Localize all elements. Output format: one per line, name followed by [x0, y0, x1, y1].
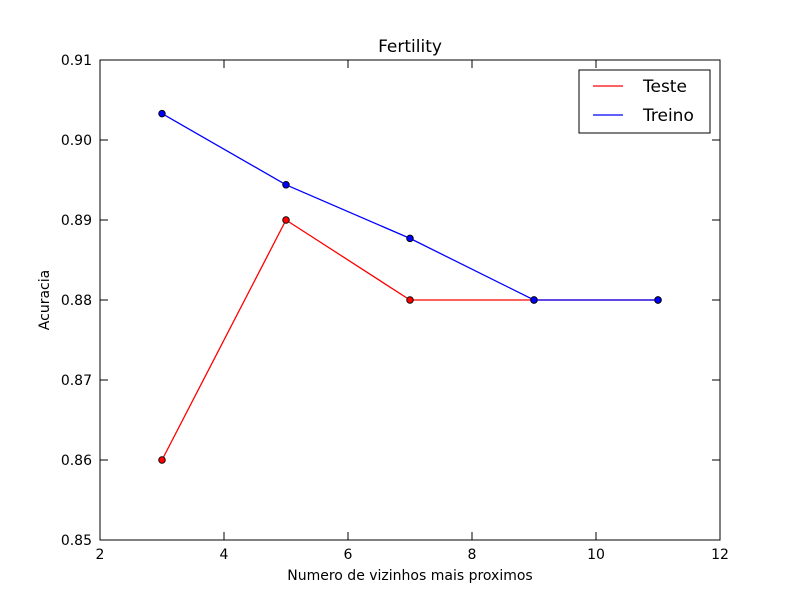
- y-tick-label: 0.86: [61, 453, 92, 469]
- x-tick-label: 12: [711, 547, 729, 563]
- legend: Teste Treino: [578, 69, 711, 134]
- x-tick-label: 2: [96, 547, 105, 563]
- legend-label-treino: Treino: [642, 106, 694, 126]
- x-axis: 2 4 6 8 10 12: [96, 60, 729, 563]
- data-point-treino: [654, 296, 662, 304]
- chart-title: Fertility: [378, 37, 442, 57]
- data-point-teste: [282, 216, 290, 224]
- x-tick-label: 4: [220, 547, 229, 563]
- series-layer: [158, 109, 662, 464]
- data-point-treino: [406, 234, 414, 243]
- x-tick-label: 10: [587, 547, 605, 563]
- x-axis-label: Numero de vizinhos mais proximos: [287, 568, 532, 584]
- y-tick-label: 0.91: [61, 53, 92, 69]
- legend-label-teste: Teste: [642, 77, 687, 97]
- y-tick-label: 0.87: [61, 373, 92, 389]
- y-tick-label: 0.88: [61, 293, 92, 309]
- y-tick-label: 0.85: [61, 533, 92, 549]
- x-tick-label: 8: [468, 547, 477, 563]
- y-axis: 0.85 0.86 0.87 0.88 0.89 0.90 0.91: [61, 53, 720, 549]
- data-point-teste: [158, 456, 166, 464]
- x-tick-label: 6: [344, 547, 353, 563]
- y-axis-label: Acuracia: [37, 270, 53, 330]
- data-point-treino: [158, 109, 166, 118]
- data-point-treino: [282, 181, 290, 189]
- data-point-treino: [530, 296, 538, 304]
- y-tick-label: 0.89: [61, 213, 92, 229]
- y-tick-label: 0.90: [61, 133, 92, 149]
- data-point-teste: [406, 296, 414, 304]
- legend-box: [578, 69, 711, 134]
